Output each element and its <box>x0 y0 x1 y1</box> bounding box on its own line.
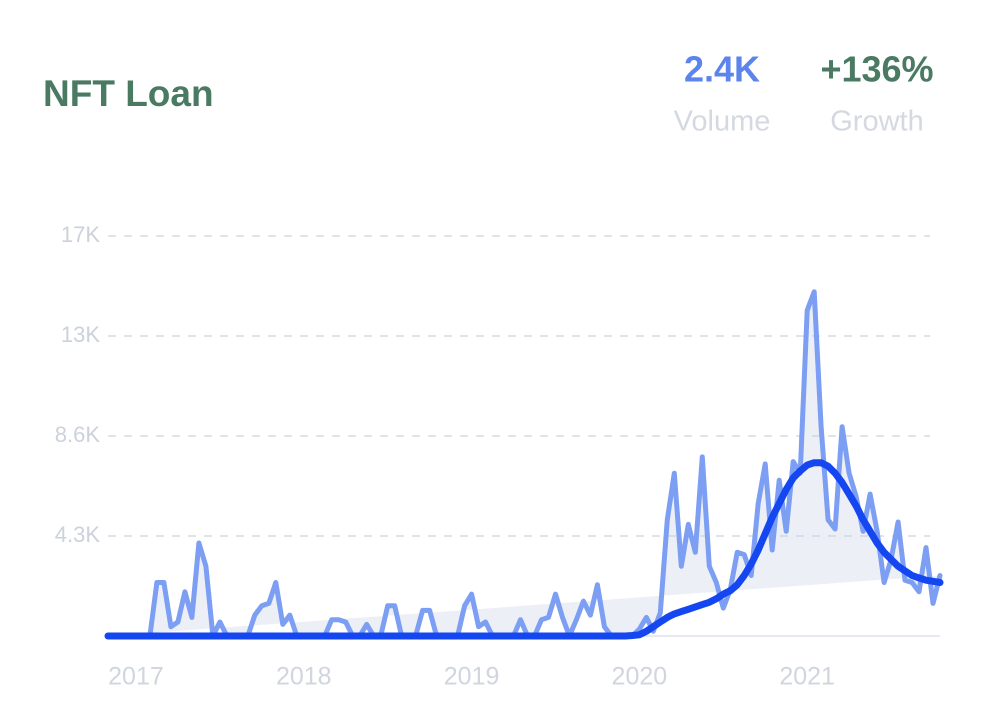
stat-label: Volume <box>674 106 771 138</box>
y-tick-label: 8.6K <box>55 422 101 447</box>
x-tick-label: 2021 <box>779 663 835 691</box>
chart-title: NFT Loan <box>43 73 214 114</box>
stat-label: Growth <box>830 106 923 138</box>
stat-value: +136% <box>820 49 933 90</box>
x-tick-label: 2020 <box>612 663 668 691</box>
y-tick-label: 4.3K <box>55 522 101 547</box>
x-tick-label: 2017 <box>108 663 164 691</box>
x-tick-label: 2019 <box>444 663 500 691</box>
y-tick-label: 13K <box>61 322 100 347</box>
trend-line <box>104 459 944 640</box>
stat-value: 2.4K <box>684 49 760 90</box>
y-tick-label: 17K <box>61 222 100 247</box>
x-tick-label: 2018 <box>276 663 332 691</box>
